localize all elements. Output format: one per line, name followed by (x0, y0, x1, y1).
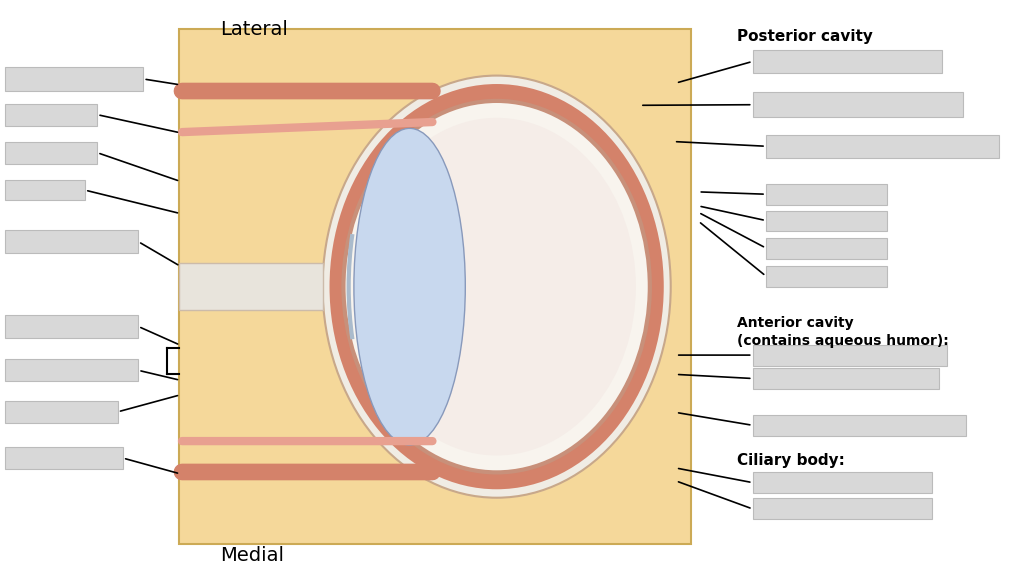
Text: Anterior cavity
(contains aqueous humor):: Anterior cavity (contains aqueous humor)… (737, 316, 949, 348)
FancyBboxPatch shape (753, 498, 932, 519)
FancyBboxPatch shape (766, 266, 887, 287)
FancyBboxPatch shape (5, 67, 143, 91)
FancyBboxPatch shape (5, 315, 138, 338)
Ellipse shape (357, 118, 636, 456)
FancyBboxPatch shape (5, 142, 97, 164)
Text: Medial: Medial (220, 546, 284, 565)
Bar (179, 263, 323, 310)
Text: Ciliary body:: Ciliary body: (737, 453, 845, 469)
FancyBboxPatch shape (766, 238, 887, 259)
Text: Posterior cavity: Posterior cavity (737, 29, 873, 44)
FancyBboxPatch shape (753, 415, 966, 436)
Ellipse shape (330, 84, 664, 489)
FancyBboxPatch shape (5, 180, 85, 200)
FancyArrowPatch shape (182, 122, 432, 132)
Ellipse shape (343, 101, 650, 473)
FancyBboxPatch shape (766, 135, 999, 158)
Text: Lateral: Lateral (220, 20, 288, 39)
Bar (179, 29, 691, 544)
FancyBboxPatch shape (753, 92, 963, 117)
FancyBboxPatch shape (5, 359, 138, 381)
FancyBboxPatch shape (5, 401, 118, 423)
Ellipse shape (354, 128, 465, 445)
FancyBboxPatch shape (753, 368, 939, 389)
FancyBboxPatch shape (766, 211, 887, 231)
FancyBboxPatch shape (753, 345, 947, 366)
FancyBboxPatch shape (5, 104, 97, 126)
FancyBboxPatch shape (5, 447, 123, 469)
FancyBboxPatch shape (753, 472, 932, 493)
FancyBboxPatch shape (5, 230, 138, 253)
Ellipse shape (323, 75, 671, 498)
FancyBboxPatch shape (753, 50, 942, 73)
FancyBboxPatch shape (766, 184, 887, 205)
